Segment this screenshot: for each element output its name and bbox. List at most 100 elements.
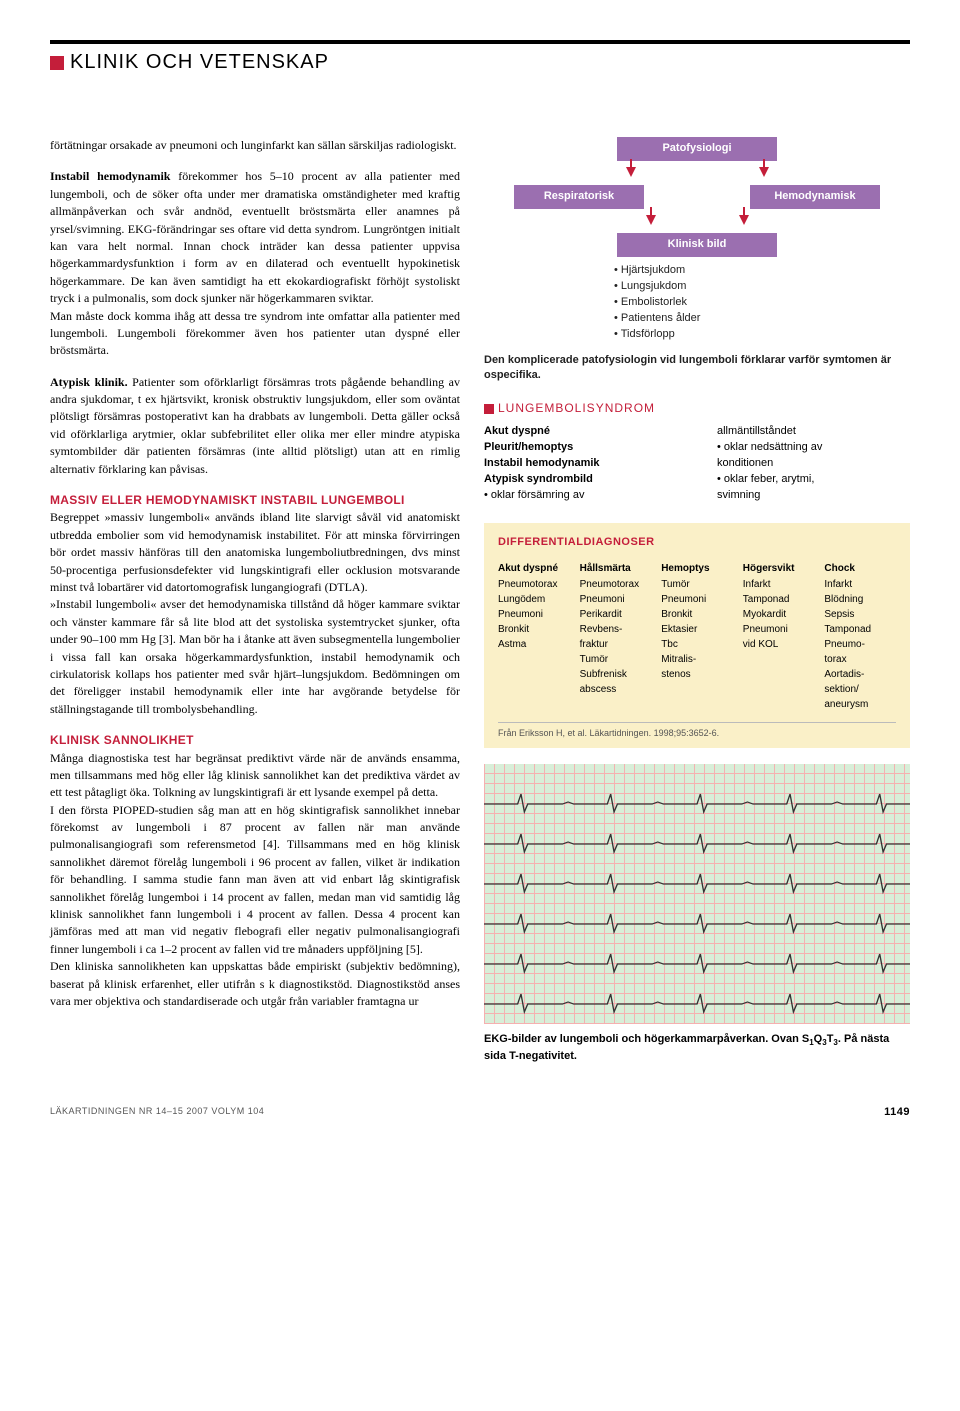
differential-item: Pneumoni <box>743 622 815 637</box>
differential-item: Pneumo- <box>824 637 896 652</box>
diagram-bullet-item: Tidsförlopp <box>614 327 910 343</box>
differential-item: Pneumoni <box>498 607 570 622</box>
ekg-trace <box>484 984 910 1024</box>
syndrome-heading-text: LUNGEMBOLISYNDROM <box>498 401 655 415</box>
differential-item: Pneumoni <box>661 592 733 607</box>
differential-item: aneurysm <box>824 697 896 712</box>
diagram-bullet-item: Embolistorlek <box>614 295 910 311</box>
syndrome-item: • oklar feber, arytmi, <box>717 472 910 488</box>
massiv-heading: MASSIV ELLER HEMODYNAMISKT INSTABIL LUNG… <box>50 492 460 509</box>
differential-item: Tumör <box>580 652 652 667</box>
differential-item: Lungödem <box>498 592 570 607</box>
syndrome-item: • oklar försämring av <box>484 488 677 504</box>
syndrome-item: • oklar nedsättning av <box>717 440 910 456</box>
differential-item: Mitralis- <box>661 652 733 667</box>
differential-column: Akut dyspnéPneumotoraxLungödemPneumoniBr… <box>498 561 570 712</box>
arrow-down-icon <box>626 167 636 177</box>
patofysiologi-diagram: Patofysiologi Respiratorisk Hemodynamisk… <box>484 137 910 343</box>
syndrome-item: Pleurit/hemoptys <box>484 440 677 456</box>
arrow-down-icon <box>739 215 749 225</box>
differential-col-head: Högersvikt <box>743 561 815 576</box>
differential-item: Pneumotorax <box>580 577 652 592</box>
diagram-right-box: Hemodynamisk <box>750 185 880 209</box>
footer-left: LÄKARTIDNINGEN NR 14–15 2007 VOLYM 104 <box>50 1105 264 1121</box>
hemodynamik-lead: Instabil hemodynamik <box>50 169 170 183</box>
syndrome-col-1: Akut dyspnéPleurit/hemoptysInstabil hemo… <box>484 424 677 504</box>
diagram-arrows-2 <box>484 215 910 233</box>
diagram-bullet-item: Patientens ålder <box>614 311 910 327</box>
differential-item: stenos <box>661 667 733 682</box>
differential-column: HållsmärtaPneumotoraxPneumoniPerikarditR… <box>580 561 652 712</box>
red-square-icon <box>484 404 494 414</box>
klinisk-paragraph: Många diagnostiska test har begränsat pr… <box>50 750 460 1011</box>
klinisk-text1: Många diagnostiska test har begränsat pr… <box>50 751 460 800</box>
page-heading-text: KLINIK OCH VETENSKAP <box>70 48 329 77</box>
intro-paragraph: förtätningar orsakade av pneumoni och lu… <box>50 137 460 154</box>
ekg-trace <box>484 944 910 984</box>
differential-item: sektion/ <box>824 682 896 697</box>
syndrome-item: Akut dyspné <box>484 424 677 440</box>
differential-item: Tumör <box>661 577 733 592</box>
atypisk-lead: Atypisk klinik. <box>50 375 128 389</box>
differential-item: Infarkt <box>824 577 896 592</box>
article-body-column: förtätningar orsakade av pneumoni och lu… <box>50 137 460 1065</box>
differential-col-head: Chock <box>824 561 896 576</box>
differential-item: Bronkit <box>498 622 570 637</box>
syndrome-item: Atypisk syndrombild <box>484 472 677 488</box>
ekg-trace <box>484 824 910 864</box>
diagram-bullet-list: HjärtsjukdomLungsjukdomEmbolistorlekPati… <box>484 263 910 343</box>
ekg-trace <box>484 904 910 944</box>
differential-item: Tbc <box>661 637 733 652</box>
footer-page-number: 1149 <box>884 1105 910 1121</box>
differential-item: Myokardit <box>743 607 815 622</box>
syndrome-box: Akut dyspnéPleurit/hemoptysInstabil hemo… <box>484 424 910 504</box>
differential-item: Pneumoni <box>580 592 652 607</box>
differential-heading: DIFFERENTIALDIAGNOSER <box>498 535 896 551</box>
diagram-bullet-item: Lungsjukdom <box>614 279 910 295</box>
hemodynamik-text2: Man måste dock komma ihåg att dessa tre … <box>50 309 460 358</box>
ekg-trace <box>484 864 910 904</box>
diagram-top-box: Patofysiologi <box>617 137 777 161</box>
diagram-arrows-1 <box>484 167 910 185</box>
differential-item: Blödning <box>824 592 896 607</box>
syndrome-item: svimning <box>717 488 910 504</box>
differential-item: torax <box>824 652 896 667</box>
diagram-caption: Den komplicerade patofysiologin vid lung… <box>484 353 910 385</box>
differential-item: Tamponad <box>824 622 896 637</box>
differential-col-head: Hållsmärta <box>580 561 652 576</box>
atypisk-paragraph: Atypisk klinik. Patienter som oförklarli… <box>50 374 460 478</box>
diagram-left-box: Respiratorisk <box>514 185 644 209</box>
page-heading: KLINIK OCH VETENSKAP <box>50 48 910 77</box>
red-square-icon <box>50 56 64 70</box>
differential-item: Subfrenisk <box>580 667 652 682</box>
differential-item: Sepsis <box>824 607 896 622</box>
massiv-paragraph: Begreppet »massiv lungemboli« används ib… <box>50 509 460 718</box>
arrow-down-icon <box>646 215 656 225</box>
differential-item: Perikardit <box>580 607 652 622</box>
differential-item: fraktur <box>580 637 652 652</box>
syndrome-item: konditionen <box>717 456 910 472</box>
differential-item: Revbens- <box>580 622 652 637</box>
syndrome-col-2: allmäntillståndet• oklar nedsättning av … <box>717 424 910 504</box>
page-footer: LÄKARTIDNINGEN NR 14–15 2007 VOLYM 104 1… <box>50 1105 910 1121</box>
header-rule <box>50 40 910 44</box>
differential-column: ChockInfarktBlödningSepsisTamponadPneumo… <box>824 561 896 712</box>
massiv-text1: Begreppet »massiv lungemboli« används ib… <box>50 510 460 594</box>
differential-item: Aortadis- <box>824 667 896 682</box>
syndrome-item: Instabil hemodynamik <box>484 456 677 472</box>
hemodynamik-paragraph: Instabil hemodynamik förekommer hos 5–10… <box>50 168 460 359</box>
differential-item: vid KOL <box>743 637 815 652</box>
differential-col-head: Hemoptys <box>661 561 733 576</box>
differential-box: DIFFERENTIALDIAGNOSER Akut dyspnéPneumot… <box>484 523 910 748</box>
hemodynamik-text: förekommer hos 5–10 procent av alla pati… <box>50 169 460 305</box>
ekg-caption-a: EKG-bilder av lungemboli och högerkammar… <box>484 1033 802 1045</box>
differential-item: Ektasier <box>661 622 733 637</box>
arrow-down-icon <box>759 167 769 177</box>
syndrome-item: allmäntillståndet <box>717 424 910 440</box>
klinisk-heading: KLINISK SANNOLIKHET <box>50 732 460 749</box>
differential-column: HögersviktInfarktTamponadMyokarditPneumo… <box>743 561 815 712</box>
klinisk-text2: I den första PIOPED-studien såg man att … <box>50 803 460 956</box>
diagram-bullet-item: Hjärtsjukdom <box>614 263 910 279</box>
syndrome-heading: LUNGEMBOLISYNDROM <box>484 400 910 417</box>
ekg-image <box>484 764 910 1024</box>
